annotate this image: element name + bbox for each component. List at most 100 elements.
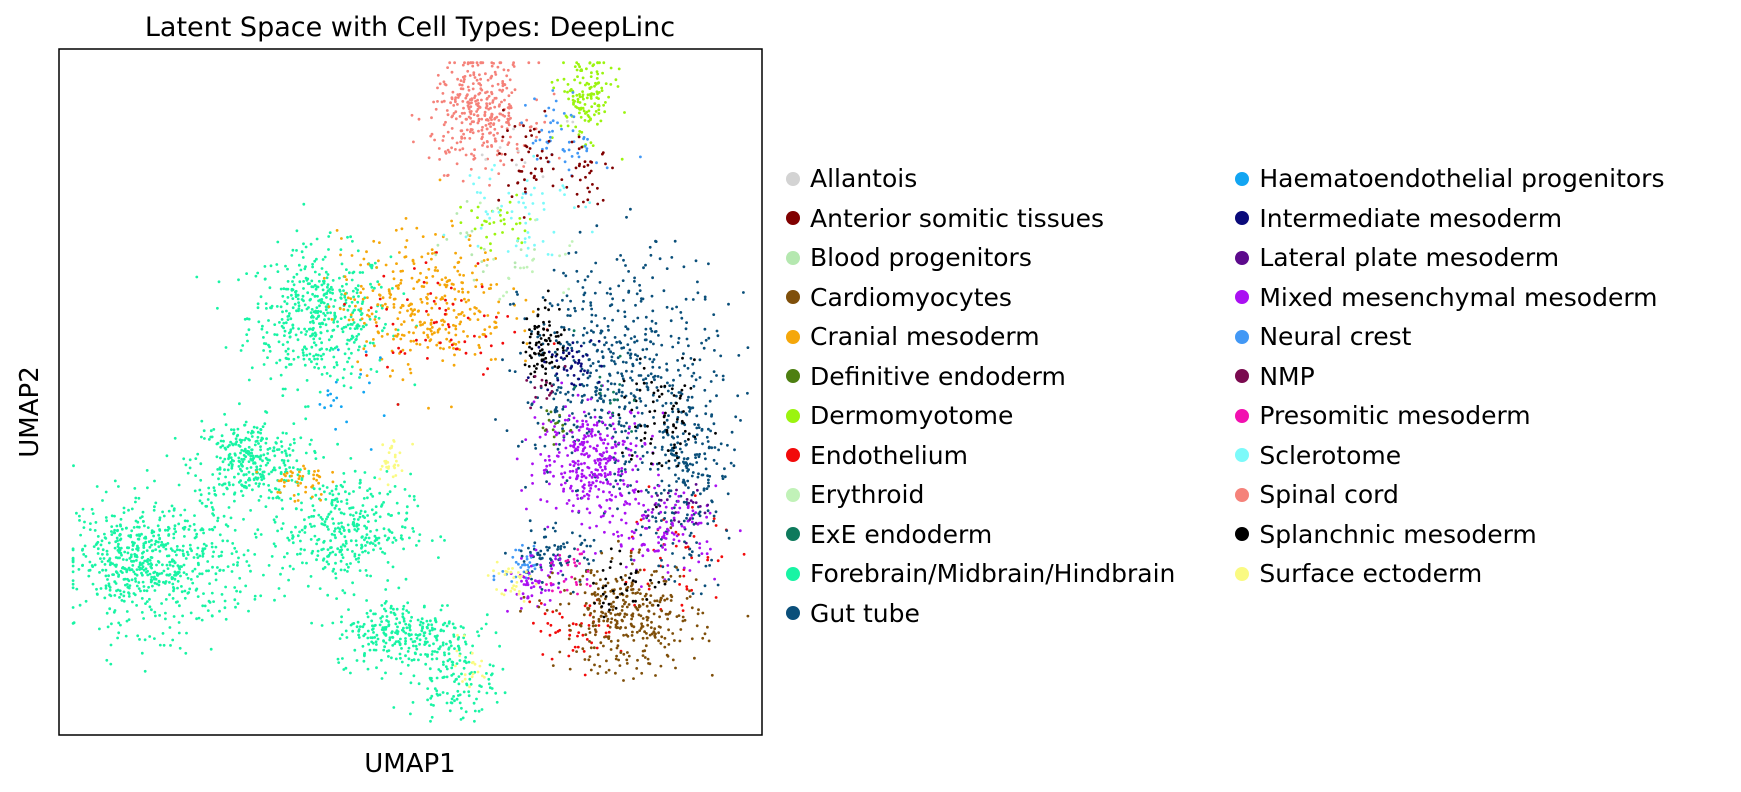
scatter-point bbox=[544, 433, 547, 436]
scatter-point bbox=[583, 538, 587, 542]
scatter-point bbox=[588, 374, 592, 378]
scatter-point bbox=[130, 559, 133, 563]
scatter-point bbox=[194, 457, 198, 460]
scatter-point bbox=[538, 334, 542, 337]
scatter-point bbox=[118, 589, 122, 593]
scatter-point bbox=[644, 510, 647, 514]
scatter-point bbox=[641, 543, 644, 546]
scatter-point bbox=[472, 701, 476, 705]
scatter-point bbox=[581, 647, 585, 651]
scatter-point bbox=[310, 360, 313, 364]
scatter-point bbox=[515, 222, 518, 226]
scatter-point bbox=[575, 61, 579, 65]
scatter-point bbox=[394, 334, 397, 338]
scatter-point bbox=[507, 141, 511, 145]
scatter-point bbox=[396, 632, 399, 636]
scatter-point bbox=[144, 567, 148, 571]
scatter-point bbox=[564, 577, 568, 581]
scatter-point bbox=[71, 570, 75, 574]
scatter-point bbox=[715, 329, 719, 333]
scatter-point bbox=[681, 615, 685, 619]
scatter-point bbox=[286, 315, 290, 318]
scatter-point bbox=[75, 511, 78, 515]
scatter-point bbox=[302, 202, 306, 206]
scatter-point bbox=[302, 464, 305, 468]
scatter-point bbox=[523, 562, 526, 566]
scatter-point bbox=[157, 540, 160, 544]
scatter-point bbox=[661, 565, 665, 569]
scatter-point bbox=[330, 489, 334, 493]
scatter-point bbox=[617, 390, 621, 394]
scatter-point bbox=[603, 590, 607, 594]
scatter-point bbox=[644, 332, 647, 336]
scatter-point bbox=[157, 560, 161, 564]
scatter-point bbox=[327, 512, 331, 516]
scatter-point bbox=[591, 475, 594, 479]
scatter-point bbox=[548, 458, 551, 462]
scatter-point bbox=[560, 127, 563, 131]
scatter-point bbox=[539, 629, 543, 633]
scatter-point bbox=[173, 436, 177, 440]
scatter-point bbox=[426, 335, 430, 339]
scatter-point bbox=[318, 587, 322, 590]
scatter-point bbox=[417, 278, 421, 282]
scatter-point bbox=[458, 322, 462, 326]
scatter-point bbox=[638, 283, 641, 287]
scatter-point bbox=[130, 507, 134, 511]
scatter-point bbox=[384, 588, 388, 591]
scatter-point bbox=[473, 719, 476, 723]
scatter-point bbox=[336, 442, 339, 446]
scatter-point bbox=[539, 565, 543, 569]
scatter-point bbox=[309, 334, 312, 338]
scatter-point bbox=[575, 68, 579, 72]
scatter-point bbox=[377, 259, 380, 263]
scatter-point bbox=[172, 507, 176, 511]
scatter-point bbox=[461, 63, 465, 67]
scatter-point bbox=[95, 587, 98, 591]
scatter-point bbox=[488, 116, 492, 120]
scatter-point bbox=[635, 358, 639, 361]
scatter-point bbox=[441, 323, 445, 327]
scatter-point bbox=[430, 653, 434, 656]
scatter-point bbox=[467, 694, 471, 698]
scatter-point bbox=[257, 320, 261, 324]
scatter-point bbox=[438, 283, 442, 287]
scatter-point bbox=[113, 514, 116, 518]
scatter-point bbox=[404, 217, 408, 220]
scatter-point bbox=[104, 568, 108, 572]
scatter-point bbox=[464, 351, 468, 355]
scatter-point bbox=[583, 556, 586, 560]
scatter-point bbox=[518, 217, 522, 220]
scatter-point bbox=[426, 687, 430, 690]
scatter-point bbox=[352, 341, 356, 344]
scatter-point bbox=[530, 330, 534, 333]
scatter-point bbox=[490, 145, 494, 148]
scatter-point bbox=[597, 463, 601, 467]
scatter-point bbox=[303, 467, 307, 470]
scatter-point bbox=[622, 679, 625, 682]
scatter-point bbox=[650, 294, 654, 298]
scatter-point bbox=[122, 599, 126, 603]
scatter-point bbox=[316, 285, 320, 289]
scatter-point bbox=[392, 303, 396, 306]
scatter-point bbox=[281, 310, 284, 314]
scatter-point bbox=[595, 479, 598, 483]
scatter-point bbox=[602, 103, 605, 107]
scatter-point bbox=[553, 544, 557, 547]
scatter-point bbox=[234, 442, 237, 445]
scatter-point bbox=[334, 553, 337, 557]
scatter-point bbox=[456, 261, 460, 264]
scatter-point bbox=[444, 120, 447, 124]
scatter-point bbox=[458, 115, 462, 118]
scatter-point bbox=[186, 553, 190, 556]
scatter-point bbox=[587, 434, 590, 438]
scatter-point bbox=[172, 536, 176, 540]
scatter-point bbox=[694, 441, 698, 444]
scatter-point bbox=[591, 624, 595, 628]
scatter-point bbox=[343, 302, 346, 306]
scatter-point bbox=[400, 323, 403, 326]
scatter-point bbox=[613, 461, 617, 464]
scatter-point bbox=[450, 697, 454, 701]
scatter-point bbox=[682, 500, 686, 504]
scatter-point bbox=[332, 305, 336, 308]
